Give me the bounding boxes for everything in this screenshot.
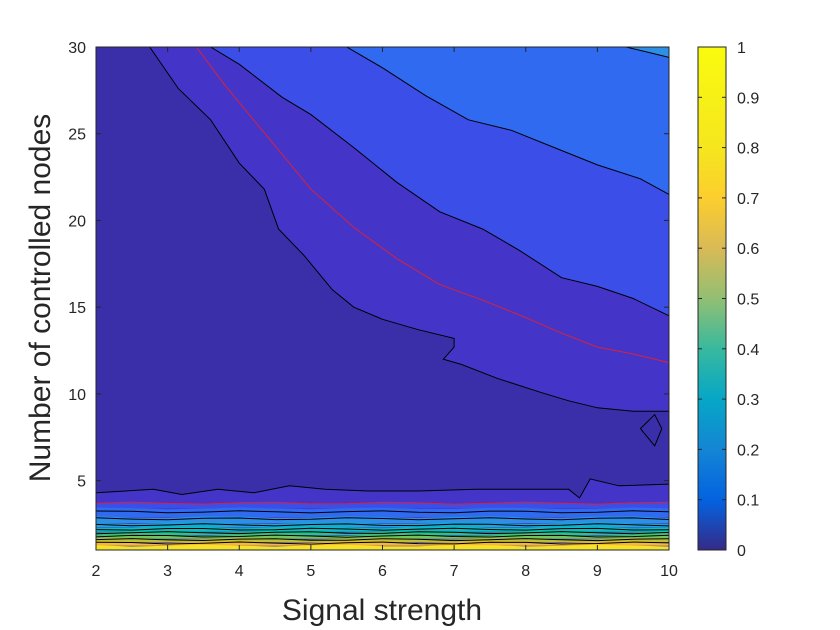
bottom-contour-line-8 <box>96 541 669 545</box>
bottom-contour-line-6 <box>96 534 669 538</box>
contour-line-6 <box>640 413 663 447</box>
colorbar-tick-label: 0.7 <box>737 191 759 208</box>
y-tick-label: 5 <box>77 474 86 491</box>
bottom-band-0 <box>96 502 669 509</box>
colorbar-tick-label: 0 <box>737 543 746 560</box>
x-tick-label: 4 <box>235 563 244 580</box>
y-tick-label: 30 <box>68 40 86 57</box>
colorbar-tick-label: 1 <box>737 40 746 57</box>
bottom-contour-line-4 <box>96 527 669 531</box>
contour-line-4 <box>346 47 669 195</box>
contour-band-4 <box>626 47 669 58</box>
y-tick-label: 20 <box>68 213 86 230</box>
bottom-band-1 <box>96 507 669 517</box>
y-tick-label: 25 <box>68 127 86 144</box>
x-tick-label: 2 <box>92 563 101 580</box>
contour-line-2 <box>210 47 669 317</box>
x-tick-label: 9 <box>593 563 602 580</box>
bottom-contour-line-1 <box>96 510 669 514</box>
contour-band-3 <box>346 47 669 195</box>
x-tick-label: 7 <box>450 563 459 580</box>
bottom-contour-line-2 <box>96 517 669 521</box>
bottom-contour-line-5 <box>96 531 669 535</box>
colorbar-tick-label: 0.3 <box>737 392 759 409</box>
colorbar-tick-label: 0.4 <box>737 342 759 359</box>
contour-line-5 <box>625 47 669 58</box>
plot-area <box>96 47 669 550</box>
contour-line-0 <box>96 478 669 499</box>
colorbar-axis: 0 0.1 0.2 0.3 0.4 0.5 0.6 0.7 0.8 0.9 1 <box>698 40 759 560</box>
x-tick-label: 6 <box>378 563 387 580</box>
x-axis: 2 3 4 5 6 7 8 9 10 <box>92 47 678 580</box>
contour-line-3 <box>195 47 669 364</box>
contour-line-1 <box>149 47 669 412</box>
x-tick-label: 3 <box>163 563 172 580</box>
colorbar-tick-label: 0.6 <box>737 241 759 258</box>
colorbar-tick-label: 0.2 <box>737 442 759 459</box>
bottom-band-2 <box>96 516 669 524</box>
y-axis-label: Number of controlled nodes <box>24 114 57 483</box>
colorbar-tick-label: 0.9 <box>737 90 759 107</box>
y-axis: 5 10 15 20 25 30 <box>68 40 669 491</box>
y-tick-label: 15 <box>68 300 86 317</box>
x-axis-label: Signal strength <box>282 594 482 627</box>
y-tick-label: 10 <box>68 387 86 404</box>
colorbar <box>697 46 727 551</box>
colorbar-tick-label: 0.8 <box>737 141 759 158</box>
x-tick-label: 8 <box>521 563 530 580</box>
x-tick-label: 10 <box>660 563 678 580</box>
bottom-contour-line-3 <box>96 523 669 527</box>
colorbar-tick-label: 0.5 <box>737 292 759 309</box>
x-tick-label: 5 <box>306 563 315 580</box>
bottom-contour-line-7 <box>96 538 669 542</box>
colorbar-tick-label: 0.1 <box>737 493 759 510</box>
bottom-contour-line-0 <box>96 501 669 505</box>
